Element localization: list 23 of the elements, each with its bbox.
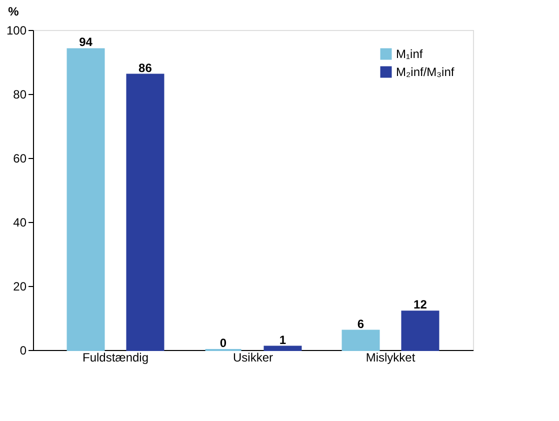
legend-label: M₂inf/M₃inf — [396, 65, 455, 79]
y-axis-title: % — [8, 4, 20, 18]
bar — [401, 310, 440, 351]
y-tick-label: 40 — [13, 216, 27, 230]
x-tick-label: Fuldstændig — [82, 350, 149, 364]
bar — [264, 346, 302, 351]
bar — [66, 48, 105, 351]
data-label: 1 — [279, 332, 286, 347]
bar — [126, 74, 164, 351]
y-tick-label: 80 — [13, 88, 27, 102]
data-label: 0 — [220, 336, 227, 350]
data-label: 86 — [138, 60, 152, 75]
y-tick-label: 100 — [6, 24, 27, 38]
legend-label: M₁inf — [396, 47, 424, 61]
y-tick-label: 20 — [13, 280, 27, 294]
y-tick-label: 60 — [13, 152, 27, 166]
y-tick-label: 0 — [20, 344, 27, 358]
bar — [342, 330, 380, 351]
x-tick-label: Usikker — [232, 350, 274, 364]
data-label: 6 — [357, 316, 364, 331]
data-label: 94 — [79, 35, 93, 50]
data-label: 12 — [414, 298, 428, 312]
x-tick-label: Mislykket — [366, 350, 416, 364]
